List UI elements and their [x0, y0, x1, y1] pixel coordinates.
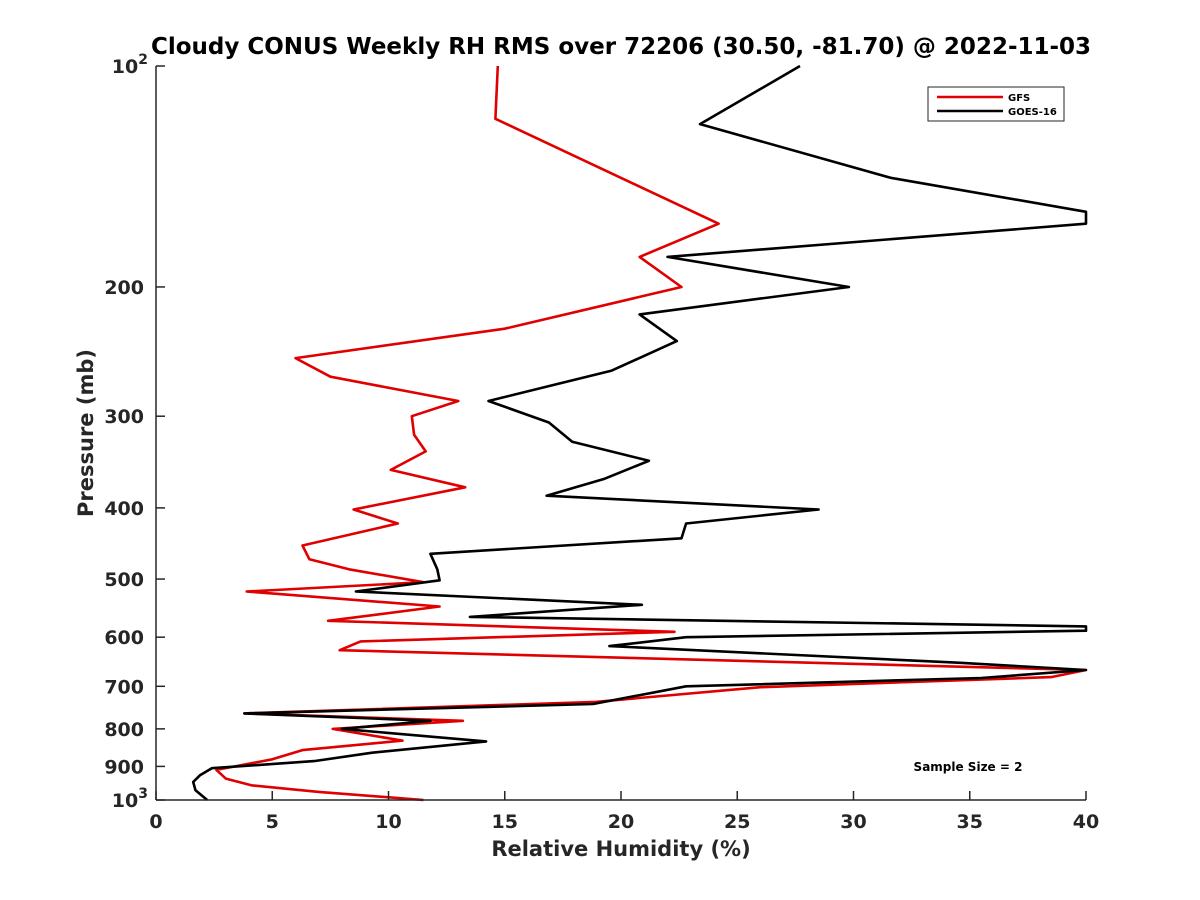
y-tick-label: 102	[112, 52, 148, 78]
legend-box	[927, 86, 1065, 122]
y-tick-label: 900	[104, 756, 144, 778]
y-tick-label: 200	[104, 277, 144, 299]
x-tick-label: 35	[957, 811, 983, 833]
x-tick-label: 5	[266, 811, 279, 833]
x-tick-label: 25	[724, 811, 750, 833]
series-line-gfs	[215, 65, 1088, 802]
y-tick-label: 300	[104, 406, 144, 428]
y-tick-label: 600	[104, 627, 144, 649]
axes: 0 5 10 15 20 25 30 35 40 102 200 300 400 500 600 700 80…	[104, 52, 1099, 833]
x-tick-label: 10	[375, 811, 401, 833]
x-tick-label: 40	[1073, 811, 1099, 833]
plot-lines	[191, 64, 1088, 802]
y-axis-label: Pressure (mb)	[74, 349, 98, 517]
y-tick-exponent: 3	[138, 786, 148, 802]
y-tick-label: 400	[104, 498, 144, 520]
y-ticks: 102 200 300 400 500 600 700 800 900 103	[104, 52, 165, 812]
series-line-goes-16	[191, 64, 1088, 802]
y-tick-label: 800	[104, 719, 144, 741]
legend-label-gfs: GFS	[1008, 93, 1030, 104]
x-tick-label: 0	[149, 811, 162, 833]
x-axis-label: Relative Humidity (%)	[491, 837, 750, 861]
x-tick-label: 20	[608, 811, 634, 833]
legend: GFS GOES-16	[927, 86, 1065, 122]
x-ticks: 0 5 10 15 20 25 30 35 40	[149, 791, 1099, 833]
x-tick-label: 15	[492, 811, 518, 833]
y-tick-label: 103	[112, 786, 148, 812]
y-tick-label: 500	[104, 569, 144, 591]
x-tick-label: 30	[840, 811, 866, 833]
chart-title: Cloudy CONUS Weekly RH RMS over 72206 (3…	[151, 34, 1091, 60]
y-tick-label: 700	[104, 676, 144, 698]
legend-label-goes16: GOES-16	[1008, 107, 1057, 118]
sample-size-note: Sample Size = 2	[914, 760, 1023, 774]
y-tick-exponent: 2	[138, 52, 148, 68]
